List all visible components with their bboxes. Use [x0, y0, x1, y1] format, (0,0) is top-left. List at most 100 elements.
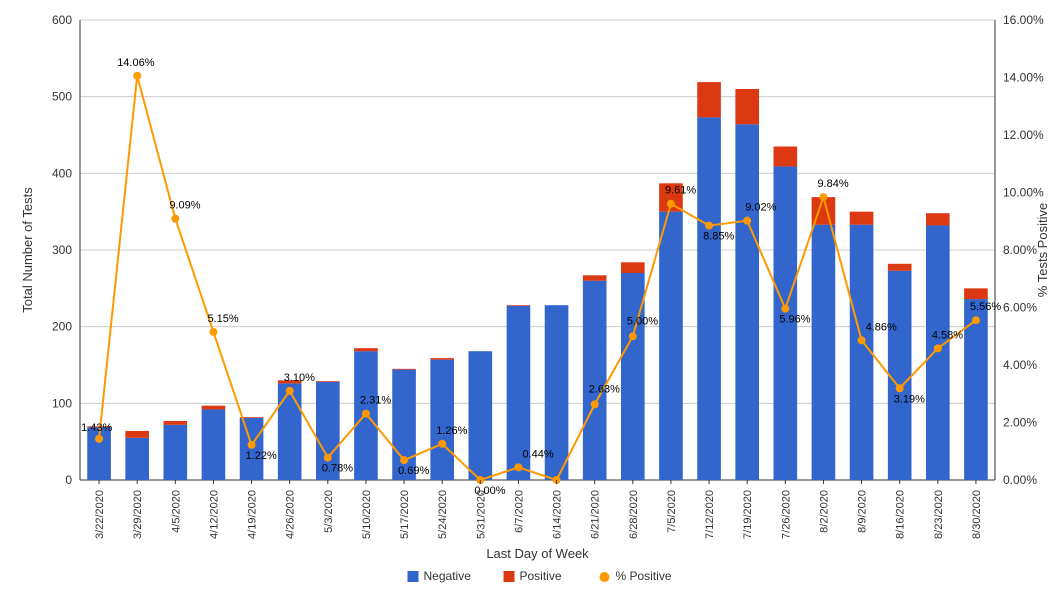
y-left-tick: 0 [65, 473, 72, 487]
pct-positive-marker [896, 384, 904, 392]
bar-positive [850, 212, 874, 225]
pct-positive-marker [667, 200, 675, 208]
bar-negative [735, 124, 759, 480]
pct-positive-label: 4.86% [866, 321, 897, 333]
pct-positive-marker [324, 454, 332, 462]
pct-positive-marker [858, 336, 866, 344]
x-tick-label: 7/5/2020 [666, 490, 678, 533]
bar-positive [316, 381, 340, 382]
x-tick-label: 5/17/2020 [399, 490, 411, 539]
pct-positive-marker [209, 328, 217, 336]
x-tick-label: 8/23/2020 [933, 490, 945, 539]
pct-positive-label: 0.69% [398, 465, 429, 477]
y-left-tick: 600 [52, 13, 72, 27]
pct-positive-label: 2.31% [360, 395, 391, 407]
pct-positive-marker [171, 215, 179, 223]
bar-positive [354, 348, 378, 351]
bar-positive [392, 369, 416, 370]
bar-negative [278, 383, 302, 480]
x-tick-label: 8/30/2020 [971, 490, 983, 539]
bar-negative [202, 409, 226, 480]
pct-positive-marker [95, 435, 103, 443]
x-tick-label: 3/22/2020 [94, 490, 106, 539]
pct-positive-marker [438, 440, 446, 448]
x-tick-label: 4/19/2020 [247, 490, 259, 539]
y-left-tick: 200 [52, 320, 72, 334]
pct-positive-label: 3.10% [284, 372, 315, 384]
pct-positive-marker [781, 305, 789, 313]
pct-positive-marker [133, 72, 141, 80]
pct-positive-label: 4.58% [932, 329, 963, 341]
pct-positive-label: 9.09% [169, 200, 200, 212]
x-tick-label: 7/26/2020 [780, 490, 792, 539]
pct-positive-label: 9.61% [665, 185, 696, 197]
pct-positive-line [99, 76, 976, 480]
pct-positive-marker [972, 316, 980, 324]
pct-positive-label: 5.56% [970, 301, 1001, 313]
pct-positive-label: 0.44% [522, 448, 553, 460]
bar-positive [888, 264, 912, 271]
legend-label: Positive [520, 569, 562, 583]
pct-positive-label: 5.00% [627, 315, 658, 327]
bar-positive [735, 89, 759, 124]
y-right-tick: 2.00% [1003, 416, 1037, 430]
pct-positive-label: 14.06% [117, 57, 155, 69]
bar-negative [697, 117, 721, 480]
y-right-tick: 16.00% [1003, 13, 1044, 27]
bar-positive [926, 213, 950, 225]
bar-positive [773, 147, 797, 167]
legend-label: Negative [424, 569, 472, 583]
y-right-tick: 8.00% [1003, 243, 1037, 257]
bar-positive [163, 421, 187, 425]
bar-positive [621, 262, 645, 273]
bar-positive [202, 406, 226, 410]
pct-positive-marker [705, 222, 713, 230]
chart-svg: 01002003004005006000.00%2.00%4.00%6.00%8… [10, 10, 1053, 597]
pct-positive-marker [743, 217, 751, 225]
pct-positive-label: 0.78% [322, 463, 353, 475]
bar-positive [125, 431, 149, 438]
pct-positive-label: 3.19% [894, 393, 925, 405]
bar-positive [964, 288, 988, 299]
y-right-tick: 6.00% [1003, 301, 1037, 315]
x-tick-label: 5/24/2020 [437, 490, 449, 539]
legend-swatch [600, 572, 610, 582]
bar-negative [850, 225, 874, 480]
legend-swatch [408, 571, 419, 582]
bar-positive [507, 305, 531, 306]
y-left-tick: 500 [52, 90, 72, 104]
pct-positive-label: 1.26% [436, 425, 467, 437]
x-tick-label: 5/31/2020 [475, 490, 487, 539]
x-tick-label: 6/28/2020 [628, 490, 640, 539]
y-left-tick: 100 [52, 396, 72, 410]
x-tick-label: 4/5/2020 [170, 490, 182, 533]
bar-negative [163, 425, 187, 480]
pct-positive-label: 5.15% [207, 313, 238, 325]
x-tick-label: 8/2/2020 [818, 490, 830, 533]
bar-negative [583, 281, 607, 480]
bar-negative [125, 438, 149, 480]
combo-chart: 01002003004005006000.00%2.00%4.00%6.00%8… [10, 10, 1053, 597]
x-tick-label: 5/10/2020 [361, 490, 373, 539]
y-right-tick: 4.00% [1003, 358, 1037, 372]
x-tick-label: 4/12/2020 [208, 490, 220, 539]
pct-positive-label: 5.96% [779, 314, 810, 326]
pct-positive-marker [629, 332, 637, 340]
x-tick-label: 8/16/2020 [895, 490, 907, 539]
pct-positive-marker [819, 193, 827, 201]
y-right-tick: 10.00% [1003, 186, 1044, 200]
bar-negative [659, 212, 683, 480]
pct-positive-label: 9.84% [817, 178, 848, 190]
y-left-tick: 300 [52, 243, 72, 257]
x-tick-label: 6/21/2020 [590, 490, 602, 539]
y-right-tick: 14.00% [1003, 71, 1044, 85]
y-left-title: Total Number of Tests [20, 187, 35, 313]
bar-negative [888, 271, 912, 480]
pct-positive-label: 8.85% [703, 231, 734, 243]
y-right-title: % Tests Positive [1035, 203, 1050, 297]
bar-positive [583, 275, 607, 280]
pct-positive-marker [400, 456, 408, 464]
pct-positive-marker [934, 344, 942, 352]
pct-positive-marker [248, 441, 256, 449]
pct-positive-marker [362, 410, 370, 418]
